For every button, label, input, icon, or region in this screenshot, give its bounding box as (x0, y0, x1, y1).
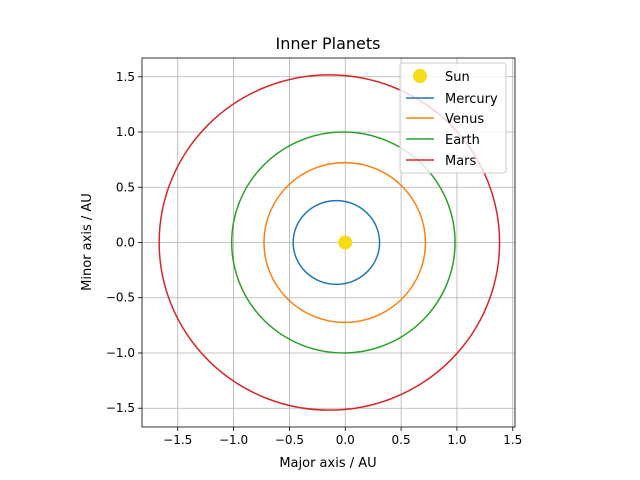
y-tick-label: −0.5 (106, 291, 135, 305)
y-tick-label: −1.0 (106, 346, 135, 360)
legend-label-venus: Venus (445, 112, 484, 127)
orbit-mercury (292, 199, 381, 286)
y-tick-label: 0.5 (116, 180, 135, 194)
legend-label-sun: Sun (445, 70, 470, 85)
y-tick-label: 1.0 (116, 125, 135, 139)
x-tick-label: 1.0 (447, 433, 466, 447)
y-axis-label: Minor axis / AU (80, 193, 95, 291)
orbit-mars (158, 74, 501, 411)
x-tick-label: 1.5 (503, 433, 522, 447)
orbit-earth (230, 131, 456, 354)
x-tick-label: 0.0 (336, 433, 355, 447)
ticks: −1.5 −1.0 −0.5 0.0 0.5 1.0 1.5 −1.5 −1.0 −0.5 0.0 0… (106, 70, 522, 447)
orbit-venus (263, 161, 427, 324)
x-tick-label: −1.5 (163, 433, 192, 447)
grid (142, 58, 515, 427)
chart-title: Inner Planets (276, 34, 381, 53)
y-tick-label: 0.0 (116, 236, 135, 250)
x-tick-label: −0.5 (275, 433, 304, 447)
x-tick-label: 0.5 (392, 433, 411, 447)
legend-box (399, 62, 507, 174)
sun-marker (338, 235, 353, 250)
y-tick-label: −1.5 (106, 401, 135, 415)
legend-label-mars: Mars (445, 154, 477, 169)
legend-label-earth: Earth (445, 133, 480, 148)
legend-sun-marker (413, 69, 427, 83)
orbits (158, 74, 501, 411)
x-tick-label: −1.0 (219, 433, 248, 447)
x-axis-label: Major axis / AU (279, 456, 376, 471)
y-tick-label: 1.5 (116, 70, 135, 84)
legend-label-mercury: Mercury (445, 92, 498, 107)
legend: Sun Mercury Venus Earth Mars (399, 62, 507, 174)
